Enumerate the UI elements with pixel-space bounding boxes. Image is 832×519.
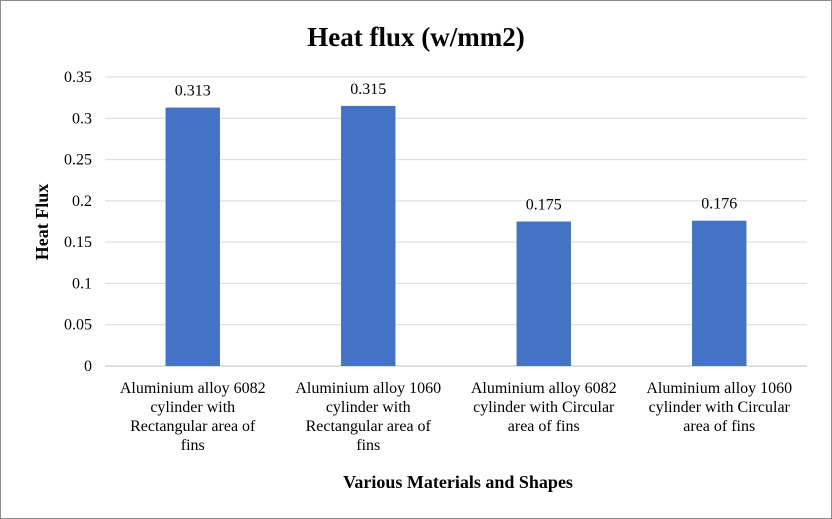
- data-label: 0.175: [526, 197, 562, 214]
- y-tick-label: 0.3: [72, 110, 92, 127]
- y-tick-label: 0.05: [64, 317, 92, 334]
- y-tick-label: 0: [84, 358, 92, 375]
- category-label: Aluminium alloy 1060 cylinder with Circul…: [646, 380, 792, 435]
- bar: [516, 221, 571, 366]
- bar: [692, 220, 747, 366]
- data-label: 0.315: [350, 81, 386, 98]
- y-axis-title: Heat Flux: [32, 184, 52, 261]
- category-label: Aluminium alloy 1060 cylinder with Rectang…: [295, 380, 441, 454]
- bar: [165, 107, 220, 367]
- y-tick-label: 0.1: [72, 275, 92, 292]
- y-tick-label: 0.2: [72, 193, 92, 210]
- y-tick-label: 0.35: [64, 69, 92, 86]
- y-tick-labels: 0 0.05 0.1 0.15 0.2 0.25 0.3 0.35: [64, 69, 92, 375]
- y-tick-label: 0.15: [64, 234, 92, 251]
- x-axis-title: Various Materials and Shapes: [343, 472, 573, 492]
- data-label: 0.176: [701, 196, 737, 213]
- bar: [341, 105, 396, 367]
- chart-title: Heat flux (w/mm2): [307, 22, 524, 52]
- y-tick-label: 0.25: [64, 152, 92, 169]
- category-label: Aluminium alloy 6082 cylinder with Rectang…: [120, 380, 266, 454]
- category-labels: Aluminium alloy 6082 cylinder with Rectang…: [120, 380, 792, 454]
- bars: [165, 105, 747, 367]
- data-label: 0.313: [175, 83, 211, 100]
- gridlines: [105, 76, 807, 367]
- data-labels: 0.313 0.315 0.175 0.176: [175, 81, 738, 214]
- category-label: Aluminium alloy 6082 cylinder with Circul…: [471, 380, 617, 435]
